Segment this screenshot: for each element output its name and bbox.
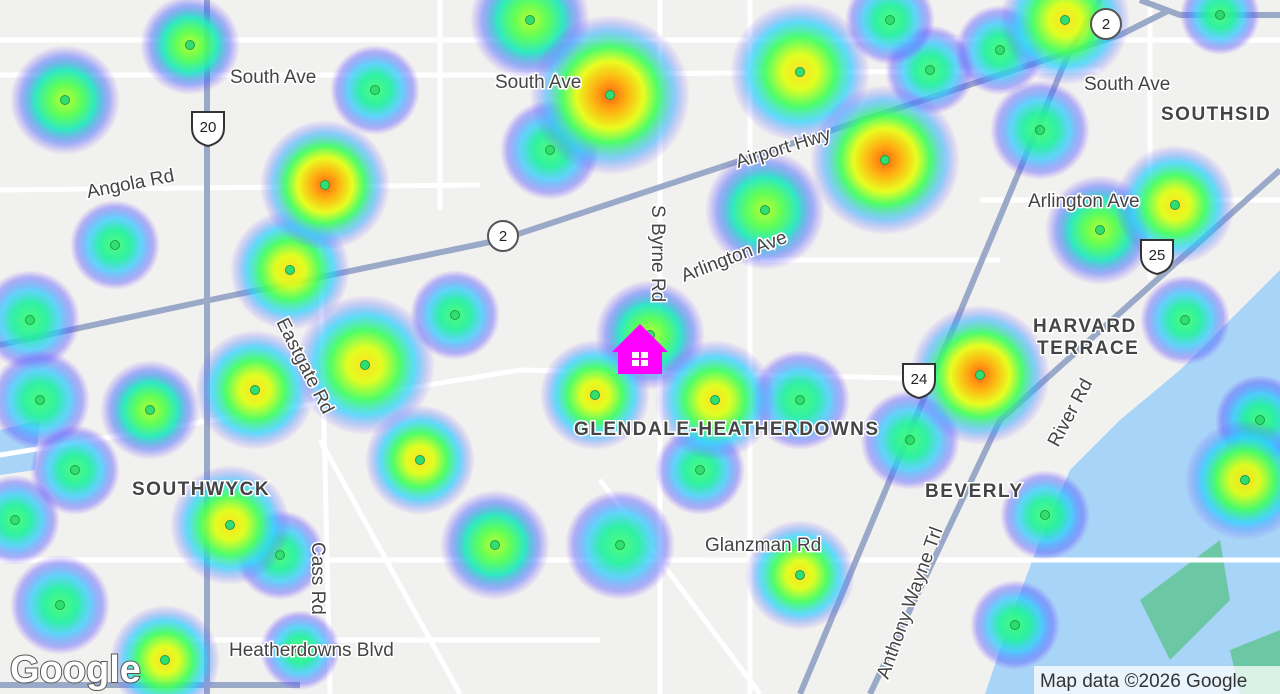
road-label: South Ave (495, 72, 581, 93)
attribution-bg (1034, 666, 1280, 694)
us-shield: 20 (191, 111, 225, 148)
point (55, 600, 65, 610)
heat-blob (0, 270, 80, 370)
road-label: Arlington Ave (1028, 191, 1140, 212)
point (1240, 475, 1250, 485)
point (320, 180, 330, 190)
point (275, 550, 285, 560)
point (545, 145, 555, 155)
point (160, 655, 170, 665)
road-label: South Ave (1084, 74, 1170, 95)
point (1180, 315, 1190, 325)
point (590, 390, 600, 400)
point (975, 370, 985, 380)
point (795, 395, 805, 405)
point (1035, 125, 1045, 135)
us-shield: 25 (1140, 239, 1174, 276)
point (185, 40, 195, 50)
point (905, 435, 915, 445)
point (110, 240, 120, 250)
point (285, 265, 295, 275)
point (25, 315, 35, 325)
shield-number: 25 (1149, 247, 1166, 264)
point (695, 465, 705, 475)
water (0, 270, 1280, 694)
heat-blob (110, 605, 220, 694)
point (925, 65, 935, 75)
home-marker[interactable] (612, 324, 668, 374)
road-label: Heatherdowns Blvd (229, 640, 394, 661)
shield-number: 2 (499, 228, 507, 245)
google-logo: Google (10, 649, 141, 691)
area-label: HARVARD (1033, 316, 1137, 337)
heat-blob (0, 475, 60, 565)
road-label: South Ave (230, 67, 316, 88)
route-shields: 2 20 2 24 25 (191, 8, 1174, 400)
point (145, 405, 155, 415)
heat-blob (1185, 420, 1280, 540)
area-labels: SOUTHSID HARVARD TERRACE GLENDALE-HEATHE… (131, 103, 1272, 504)
point (415, 455, 425, 465)
point (1060, 15, 1070, 25)
point (450, 310, 460, 320)
area-label: SOUTHSID (1161, 104, 1271, 125)
shield-number: 20 (200, 119, 217, 136)
point (360, 360, 370, 370)
point (880, 155, 890, 165)
state-shield: 2 (1090, 8, 1122, 40)
point (710, 395, 720, 405)
road-label: S Byrne Rd (647, 205, 668, 302)
shield-number: 24 (911, 371, 928, 388)
road-label: Glanzman Rd (705, 535, 821, 556)
point (10, 515, 20, 525)
point (1095, 225, 1105, 235)
point (525, 15, 535, 25)
point (1215, 10, 1225, 20)
point (885, 15, 895, 25)
point (70, 465, 80, 475)
point (1255, 415, 1265, 425)
point (250, 385, 260, 395)
point (60, 95, 70, 105)
point (795, 570, 805, 580)
point (370, 85, 380, 95)
point (605, 90, 615, 100)
area-label: BEVERLY (925, 481, 1024, 502)
heat-blob (845, 0, 935, 65)
heat-blob (1180, 0, 1260, 55)
point (760, 205, 770, 215)
point (995, 45, 1005, 55)
point (490, 540, 500, 550)
point (615, 540, 625, 550)
point (225, 520, 235, 530)
point (1170, 200, 1180, 210)
area-label: GLENDALE-HEATHERDOWNS (574, 419, 880, 440)
attribution[interactable]: Map data ©2026 Google (1040, 671, 1247, 692)
point (795, 67, 805, 77)
shield-number: 2 (1102, 16, 1110, 33)
state-shield: 2 (487, 220, 519, 252)
road-label: Cass Rd (307, 542, 328, 615)
area-label: SOUTHWYCK (132, 479, 270, 500)
point (1010, 620, 1020, 630)
point (35, 395, 45, 405)
area-label: TERRACE (1037, 338, 1139, 359)
us-shield: 24 (902, 363, 936, 400)
point (1040, 510, 1050, 520)
point (295, 645, 305, 655)
